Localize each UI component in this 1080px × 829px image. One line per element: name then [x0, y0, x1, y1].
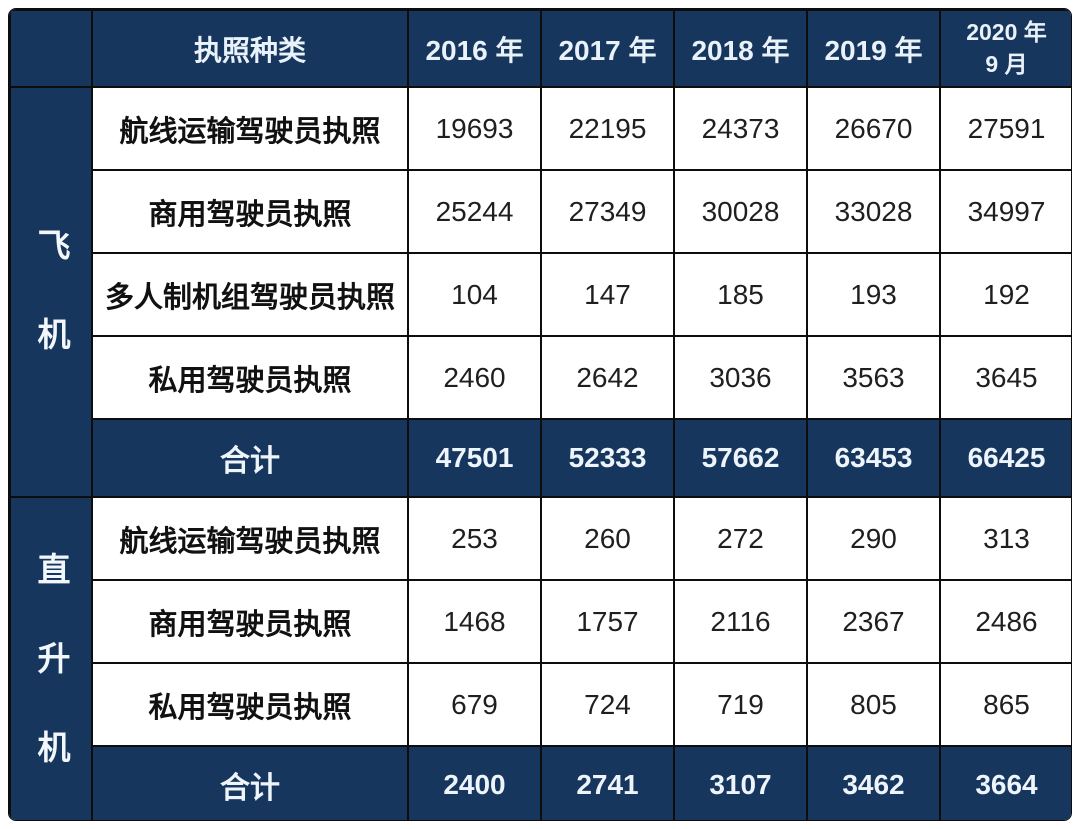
table-row: 飞机 航线运输驾驶员执照 19693 22195 24373 26670 275… — [9, 86, 1071, 498]
total-value-cell: 3664 — [939, 745, 1071, 820]
value-cell: 2367 — [806, 579, 941, 664]
total-row-airplane: 合计 47501 52333 57662 63453 66425 — [10, 418, 1071, 498]
header-row: 执照种类 2016 年 2017 年 2018 年 2019 年 2020 年 … — [9, 9, 1071, 88]
value-cell: 26670 — [806, 86, 941, 171]
value-cell: 1757 — [540, 579, 675, 664]
value-cell: 33028 — [806, 169, 941, 254]
value-cell: 34997 — [939, 169, 1071, 254]
value-cell: 27591 — [939, 86, 1071, 171]
group-label-airplane: 飞机 — [9, 86, 93, 498]
value-cell: 185 — [673, 252, 808, 337]
table-row: 商用驾驶员执照 25244 27349 30028 33028 34997 — [10, 169, 1071, 254]
group-label-text: 直升机 — [33, 552, 70, 820]
group-label-helicopter: 直升机 — [9, 496, 93, 820]
table-row: 多人制机组驾驶员执照 104 147 185 193 192 — [10, 252, 1071, 337]
year-header-line2: 9 月 — [985, 50, 1028, 77]
value-cell: 30028 — [673, 169, 808, 254]
row-label-cell: 私用驾驶员执照 — [91, 662, 409, 747]
value-cell: 679 — [407, 662, 542, 747]
license-statistics-table-container: 执照种类 2016 年 2017 年 2018 年 2019 年 2020 年 … — [8, 8, 1072, 821]
value-cell: 1468 — [407, 579, 542, 664]
column-header-2016: 2016 年 — [407, 9, 542, 88]
row-label-cell: 航线运输驾驶员执照 — [91, 496, 409, 581]
value-cell: 2460 — [407, 335, 542, 420]
row-label-cell: 私用驾驶员执照 — [91, 335, 409, 420]
total-label-cell: 合计 — [91, 418, 409, 498]
value-cell: 290 — [806, 496, 941, 581]
row-label-cell: 商用驾驶员执照 — [91, 169, 409, 254]
value-cell: 104 — [407, 252, 542, 337]
value-cell: 27349 — [540, 169, 675, 254]
value-cell: 2486 — [939, 579, 1071, 664]
row-label-cell: 商用驾驶员执照 — [91, 579, 409, 664]
total-value-cell: 47501 — [407, 418, 542, 498]
value-cell: 719 — [673, 662, 808, 747]
total-value-cell: 63453 — [806, 418, 941, 498]
value-cell: 24373 — [673, 86, 808, 171]
value-cell: 3645 — [939, 335, 1071, 420]
total-value-cell: 57662 — [673, 418, 808, 498]
year-header-line1: 2017 年 — [558, 34, 657, 66]
pilot-license-table: 执照种类 2016 年 2017 年 2018 年 2019 年 2020 年 … — [9, 9, 1071, 820]
value-cell: 2642 — [540, 335, 675, 420]
column-header-license-type: 执照种类 — [91, 9, 409, 88]
value-cell: 253 — [407, 496, 542, 581]
group-label-text: 飞机 — [33, 228, 70, 407]
value-cell: 313 — [939, 496, 1071, 581]
corner-cell — [9, 9, 93, 88]
value-cell: 2116 — [673, 579, 808, 664]
value-cell: 193 — [806, 252, 941, 337]
value-cell: 260 — [540, 496, 675, 581]
total-value-cell: 2400 — [407, 745, 542, 820]
value-cell: 272 — [673, 496, 808, 581]
row-label-cell: 航线运输驾驶员执照 — [91, 86, 409, 171]
table-row: 直升机 航线运输驾驶员执照 253 260 272 290 313 — [9, 496, 1071, 820]
year-header-line1: 2020 年 — [966, 19, 1047, 46]
value-cell: 724 — [540, 662, 675, 747]
column-header-2020-sep: 2020 年 9 月 — [939, 9, 1071, 88]
value-cell: 192 — [939, 252, 1071, 337]
value-cell: 19693 — [407, 86, 542, 171]
table-row: 私用驾驶员执照 679 724 719 805 865 — [10, 662, 1071, 747]
value-cell: 22195 — [540, 86, 675, 171]
column-header-2017: 2017 年 — [540, 9, 675, 88]
year-header-line1: 2016 年 — [425, 34, 524, 66]
year-header-line1: 2019 年 — [824, 34, 923, 66]
year-header-line1: 2018 年 — [691, 34, 790, 66]
value-cell: 805 — [806, 662, 941, 747]
total-value-cell: 66425 — [939, 418, 1071, 498]
total-value-cell: 3107 — [673, 745, 808, 820]
value-cell: 147 — [540, 252, 675, 337]
value-cell: 3036 — [673, 335, 808, 420]
total-value-cell: 3462 — [806, 745, 941, 820]
value-cell: 25244 — [407, 169, 542, 254]
table-row: 私用驾驶员执照 2460 2642 3036 3563 3645 — [10, 335, 1071, 420]
total-value-cell: 2741 — [540, 745, 675, 820]
total-row-helicopter: 合计 2400 2741 3107 3462 3664 — [10, 745, 1071, 820]
total-label-cell: 合计 — [91, 745, 409, 820]
column-header-2018: 2018 年 — [673, 9, 808, 88]
row-label-cell: 多人制机组驾驶员执照 — [91, 252, 409, 337]
column-header-2019: 2019 年 — [806, 9, 941, 88]
table-row: 商用驾驶员执照 1468 1757 2116 2367 2486 — [10, 579, 1071, 664]
value-cell: 3563 — [806, 335, 941, 420]
total-value-cell: 52333 — [540, 418, 675, 498]
value-cell: 865 — [939, 662, 1071, 747]
